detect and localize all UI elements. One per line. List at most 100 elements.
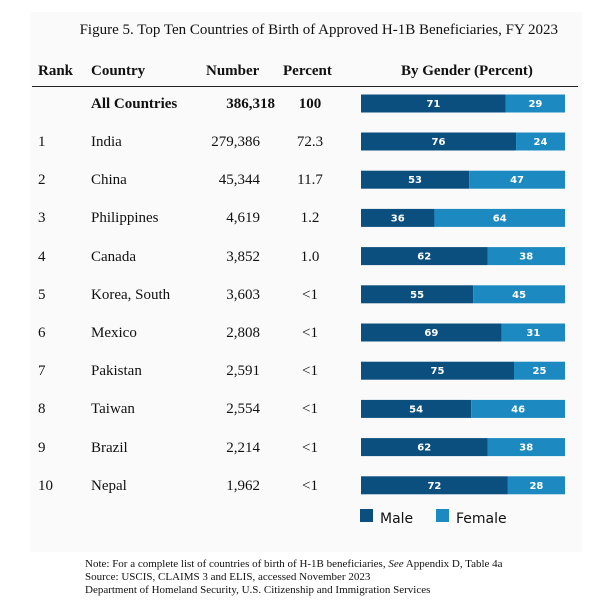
header-gender: By Gender (Percent) xyxy=(401,63,533,79)
total-percent: 100 xyxy=(298,96,322,112)
bar-label-female-3: 64 xyxy=(493,213,507,224)
bar-female-8 xyxy=(471,399,565,418)
row-number: 45,344 xyxy=(218,172,260,189)
row-country: Pakistan xyxy=(91,363,142,380)
bar-male-2 xyxy=(361,170,470,189)
bar-label-female-0: 29 xyxy=(528,99,542,110)
bar-label-female-7: 25 xyxy=(533,366,547,377)
header-number: Number xyxy=(206,63,260,79)
bar-male-10 xyxy=(361,476,508,495)
row-percent: <1 xyxy=(302,401,318,418)
row-number: 4,619 xyxy=(226,210,260,227)
bar-label-female-4: 38 xyxy=(519,252,533,263)
row-country: India xyxy=(91,134,122,150)
row-country: Nepal xyxy=(91,477,127,494)
row-rank: 10 xyxy=(38,477,53,494)
row-number: 3,603 xyxy=(226,286,260,303)
bar-label-female-9: 38 xyxy=(519,443,533,454)
row-percent: <1 xyxy=(302,363,318,380)
bar-male-3 xyxy=(361,208,435,227)
bar-female-5 xyxy=(473,285,565,304)
row-percent: 11.7 xyxy=(297,172,323,189)
note-line-2: Source: USCIS, CLAIMS 3 and ELIS, access… xyxy=(85,571,371,583)
bar-label-female-1: 24 xyxy=(534,137,548,148)
bar-label-female-6: 31 xyxy=(526,328,540,339)
bar-label-male-8: 54 xyxy=(409,404,423,415)
bar-label-male-6: 69 xyxy=(424,328,438,339)
bar-male-8 xyxy=(361,399,472,418)
bar-female-1 xyxy=(516,132,565,151)
row-country: Mexico xyxy=(91,325,137,341)
row-number: 2,808 xyxy=(226,325,260,341)
note-suffix: Appendix D, Table 4a xyxy=(403,558,503,570)
row-number: 2,554 xyxy=(226,401,260,418)
row-percent: <1 xyxy=(302,477,318,494)
bar-female-0 xyxy=(505,94,565,113)
row-country: Taiwan xyxy=(91,401,135,418)
bar-male-7 xyxy=(361,361,514,380)
row-percent: 1.2 xyxy=(300,210,320,227)
bar-male-5 xyxy=(361,285,474,304)
header-percent: Percent xyxy=(283,63,332,79)
bar-male-9 xyxy=(361,438,488,457)
row-percent: 1.0 xyxy=(300,248,320,265)
bar-male-4 xyxy=(361,247,488,266)
bar-female-9 xyxy=(487,438,565,457)
note-line-3: Department of Homeland Security, U.S. Ci… xyxy=(85,584,431,596)
bar-female-7 xyxy=(514,361,565,380)
legend-female-label: Female xyxy=(456,511,507,527)
bar-label-male-2: 53 xyxy=(408,175,422,186)
row-rank: 3 xyxy=(38,210,46,227)
notes: Note: For a complete list of countries o… xyxy=(85,558,503,597)
note-line-1: Note: For a complete list of countries o… xyxy=(85,558,503,571)
row-number: 279,386 xyxy=(211,134,260,150)
row-rank: 6 xyxy=(38,325,46,341)
legend-female-swatch xyxy=(436,509,449,522)
header-rule xyxy=(32,86,578,87)
row-rank: 5 xyxy=(38,286,46,303)
row-rank: 7 xyxy=(38,363,46,380)
bar-female-3 xyxy=(434,208,565,227)
legend-male-swatch xyxy=(360,509,373,522)
figure-title: Figure 5. Top Ten Countries of Birth of … xyxy=(79,22,558,38)
bar-female-4 xyxy=(487,247,565,266)
row-percent: 72.3 xyxy=(296,134,324,150)
header-rank: Rank xyxy=(38,63,74,79)
row-rank: 8 xyxy=(38,401,46,418)
bar-male-0 xyxy=(361,94,506,113)
bar-label-female-5: 45 xyxy=(512,290,526,301)
bar-label-male-7: 75 xyxy=(431,366,445,377)
row-country: Philippines xyxy=(91,210,159,227)
bar-label-male-3: 36 xyxy=(391,213,405,224)
row-rank: 2 xyxy=(38,172,46,189)
bar-female-6 xyxy=(501,323,565,342)
row-percent: <1 xyxy=(302,286,318,303)
bar-label-male-1: 76 xyxy=(432,137,446,148)
row-number: 3,852 xyxy=(226,248,260,265)
bar-label-male-5: 55 xyxy=(410,290,424,301)
row-number: 2,214 xyxy=(226,439,260,456)
bar-male-1 xyxy=(361,132,517,151)
row-number: 1,962 xyxy=(226,477,260,494)
row-percent: <1 xyxy=(302,325,318,341)
total-country: All Countries xyxy=(91,96,178,112)
bar-label-female-2: 47 xyxy=(510,175,524,186)
row-number: 2,591 xyxy=(226,363,260,380)
bar-label-male-0: 71 xyxy=(426,99,440,110)
row-rank: 1 xyxy=(38,134,46,150)
bar-label-female-10: 28 xyxy=(529,481,543,492)
note-see: See xyxy=(388,558,404,570)
bar-label-male-9: 62 xyxy=(417,443,431,454)
bar-male-6 xyxy=(361,323,502,342)
bar-label-male-4: 62 xyxy=(417,252,431,263)
note-prefix: Note: For a complete list of countries o… xyxy=(85,558,389,570)
legend-male-label: Male xyxy=(380,511,414,527)
row-rank: 4 xyxy=(38,248,46,265)
header-country: Country xyxy=(91,63,146,79)
bar-female-10 xyxy=(507,476,565,495)
row-country: Korea, South xyxy=(91,286,171,303)
row-rank: 9 xyxy=(38,439,46,456)
total-number: 386,318 xyxy=(226,96,275,112)
row-percent: <1 xyxy=(302,439,318,456)
